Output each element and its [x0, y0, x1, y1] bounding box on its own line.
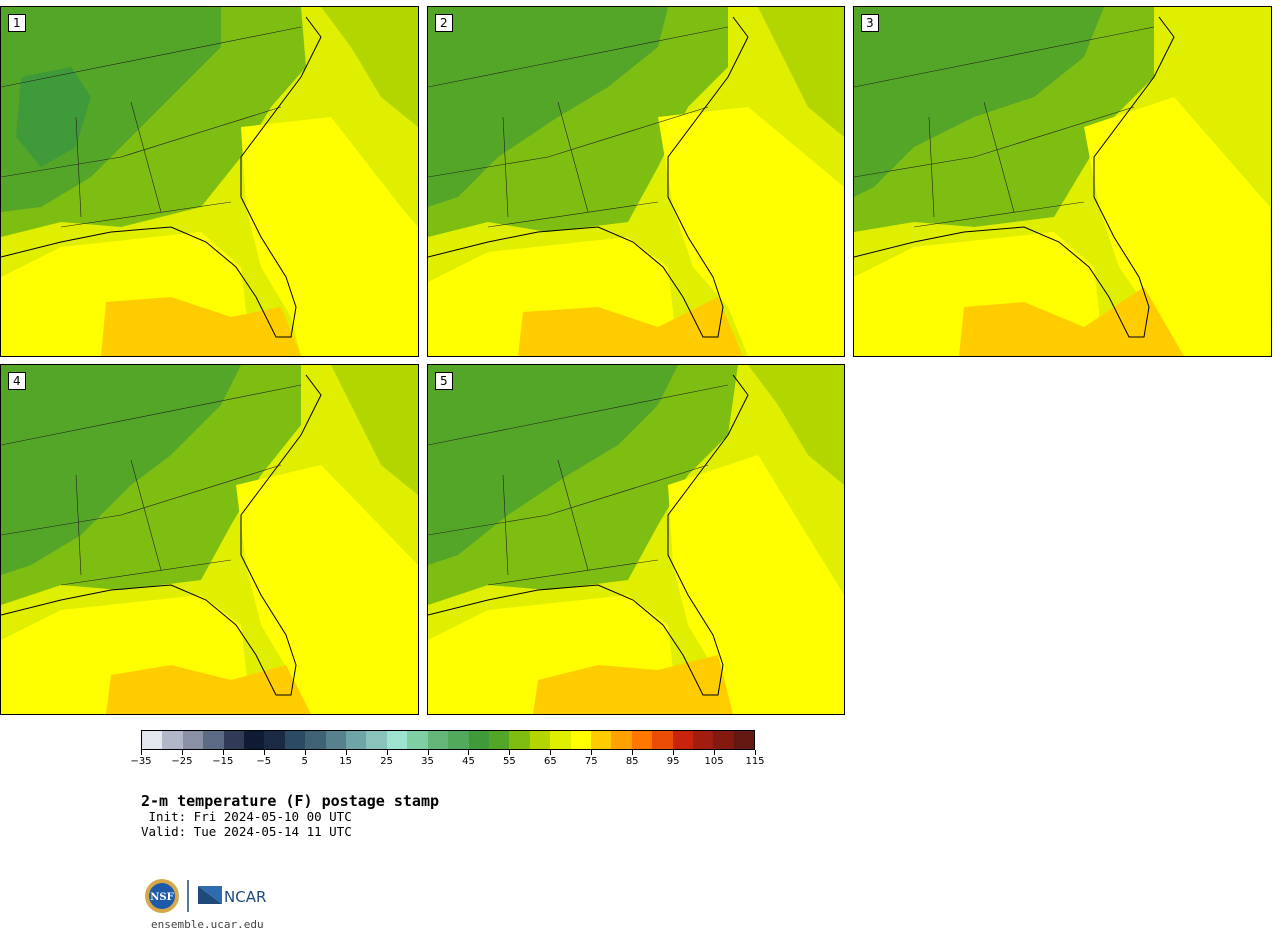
temperature-map-2 [428, 7, 844, 356]
colorbar-tick-label: −5 [256, 756, 272, 767]
colorbar-tick-label: 15 [339, 756, 353, 767]
colorbar-segment-2 [182, 731, 204, 749]
colorbar-tick-label: 95 [666, 756, 680, 767]
colorbar-tick [714, 750, 716, 755]
temperature-map-5 [428, 365, 844, 714]
colorbar-tick [591, 750, 593, 755]
colorbar-tick-label: 75 [584, 756, 598, 767]
colorbar-segment-4 [223, 731, 245, 749]
temperature-map-3 [854, 7, 1271, 356]
colorbar-tick [755, 750, 756, 755]
panel-number-5: 5 [435, 372, 453, 390]
colorbar-tick [632, 750, 634, 755]
colorbar-segment-26 [672, 731, 693, 749]
colorbar-segment-8 [305, 731, 326, 749]
colorbar-segment-23 [611, 731, 632, 749]
chart-title: 2-m temperature (F) postage stamp [141, 792, 440, 810]
colorbar-segment-10 [346, 731, 367, 749]
colorbar-tick-label: 25 [380, 756, 393, 767]
website-link[interactable]: ensemble.ucar.edu [151, 918, 264, 931]
map-panel-4: 4 [0, 364, 419, 715]
colorbar-segment-24 [631, 731, 653, 749]
colorbar-tick [263, 750, 265, 755]
colorbar-segment-27 [692, 731, 714, 749]
colorbar-segment-19 [529, 731, 551, 749]
panel-number-2: 2 [435, 14, 453, 32]
colorbar-tick [345, 750, 347, 755]
colorbar-tick [141, 750, 142, 755]
panel-number-1: 1 [8, 14, 26, 32]
colorbar-segment-18 [509, 731, 530, 749]
logos: NSF NCAR [144, 876, 284, 916]
colorbar-tick-label: 55 [503, 756, 516, 767]
colorbar-segment-21 [570, 731, 591, 749]
colorbar-segment-28 [713, 731, 734, 749]
colorbar-segment-17 [488, 731, 510, 749]
map-panel-2: 2 [427, 6, 845, 357]
colorbar-segment-20 [550, 731, 571, 749]
ncar-logo-text: NCAR [224, 888, 266, 906]
valid-time: Valid: Tue 2024-05-14 11 UTC [141, 824, 352, 839]
colorbar-segment-9 [325, 731, 347, 749]
colorbar-ticks: −35 −25 −15 −5 5 15 25 35 45 55 65 75 85 95 105 115 [130, 750, 765, 774]
panel-number-4: 4 [8, 372, 26, 390]
temperature-colorbar [141, 730, 755, 750]
colorbar-segment-1 [162, 731, 183, 749]
temperature-map-1 [1, 7, 418, 356]
map-panel-1: 1 [0, 6, 419, 357]
colorbar-segment-11 [366, 731, 387, 749]
colorbar-tick-label: 105 [704, 756, 724, 767]
nsf-logo-text: NSF [150, 892, 173, 903]
init-time: Init: Fri 2024-05-10 00 UTC [141, 809, 352, 824]
colorbar-tick [304, 750, 306, 755]
colorbar-segment-15 [448, 731, 469, 749]
ncar-logo: NCAR [198, 886, 266, 906]
colorbar-tick [427, 750, 429, 755]
colorbar-segment-7 [284, 731, 306, 749]
colorbar-tick-label: −25 [171, 756, 193, 767]
map-panel-5: 5 [427, 364, 845, 715]
colorbar-segment-29 [733, 731, 755, 749]
colorbar-segment-12 [386, 731, 408, 749]
colorbar-tick-label: 5 [301, 756, 308, 767]
colorbar-tick-label: 65 [543, 756, 557, 767]
colorbar-tick-label: 85 [625, 756, 639, 767]
colorbar-segment-5 [244, 731, 265, 749]
colorbar-tick [181, 750, 183, 755]
colorbar-segment-25 [652, 731, 673, 749]
colorbar-segment-13 [407, 731, 428, 749]
nsf-logo: NSF [145, 879, 179, 913]
colorbar-tick [673, 750, 675, 755]
panel-number-3: 3 [861, 14, 879, 32]
colorbar-tick [222, 750, 224, 755]
colorbar-tick-label: 45 [462, 756, 475, 767]
colorbar-tick-label: −35 [130, 756, 152, 767]
colorbar-segment-0 [142, 731, 163, 749]
colorbar-segment-3 [203, 731, 224, 749]
colorbar-tick [386, 750, 388, 755]
colorbar-tick-label: −15 [212, 756, 234, 767]
map-panel-3: 3 [853, 6, 1272, 357]
colorbar-segment-14 [427, 731, 449, 749]
colorbar-tick-label: 115 [745, 756, 765, 767]
colorbar-segment-6 [264, 731, 285, 749]
colorbar-tick [550, 750, 552, 755]
colorbar-tick [468, 750, 470, 755]
colorbar-segment-22 [590, 731, 612, 749]
colorbar-tick-label: 35 [421, 756, 434, 767]
colorbar-segment-16 [468, 731, 489, 749]
temperature-map-4 [1, 365, 418, 714]
colorbar-tick [509, 750, 511, 755]
